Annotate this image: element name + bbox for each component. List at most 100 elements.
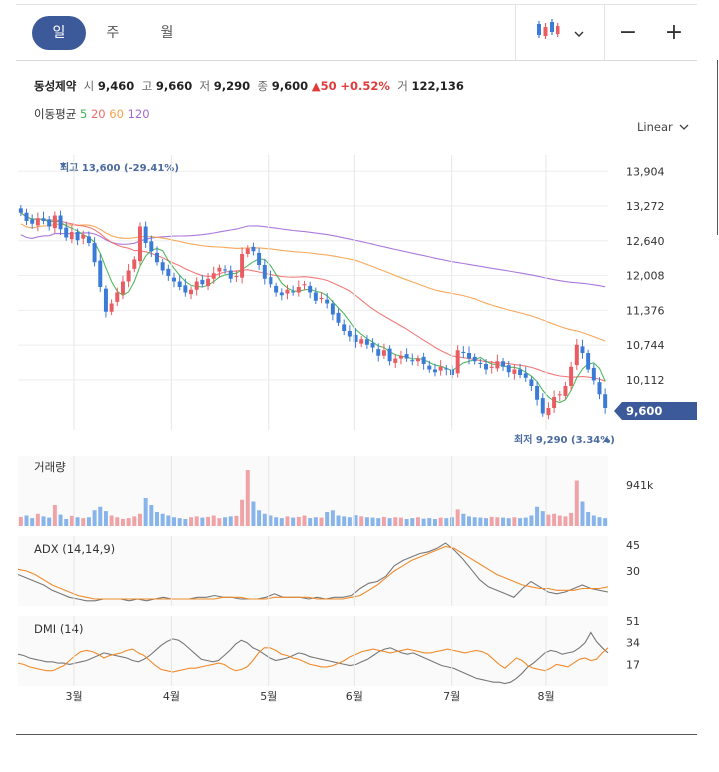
low-value: 9,290: [213, 79, 251, 93]
tab-monthly[interactable]: 월: [160, 25, 174, 41]
candle-body: [274, 285, 279, 293]
candle-body: [421, 356, 426, 364]
volume-bar: [206, 516, 211, 526]
volume-bar: [132, 516, 137, 526]
candle-body: [432, 369, 437, 373]
candle-body: [569, 366, 574, 386]
change-arrow-icon: ▲: [311, 79, 321, 93]
candle-body: [381, 350, 386, 356]
candle-body: [387, 348, 392, 362]
candle-body: [47, 219, 52, 227]
adx-tick-label: 30: [626, 565, 640, 578]
tab-weekly[interactable]: 주: [106, 25, 120, 41]
candle-body: [291, 291, 296, 293]
dmi-tick-label: 51: [626, 615, 640, 628]
volume-bar: [381, 516, 386, 526]
candle-body: [506, 365, 511, 373]
candle-body: [257, 252, 262, 265]
candle-body: [461, 351, 466, 353]
volume-bar: [274, 517, 279, 526]
volume-bar: [166, 515, 171, 526]
volume-bar: [251, 501, 256, 526]
volume-bar: [41, 516, 46, 526]
volume-bar: [518, 518, 523, 526]
volume-bar: [217, 518, 222, 526]
change-value: 50: [320, 79, 337, 93]
dmi-panel-bg: [18, 616, 608, 686]
chevron-down-icon[interactable]: [574, 23, 584, 42]
high-label: 고: [141, 79, 153, 93]
volume-bar: [189, 517, 194, 526]
candle-body: [115, 292, 120, 302]
candle-body: [52, 215, 57, 229]
price-tick-label: 13,272: [626, 200, 665, 213]
volume-bar: [126, 518, 131, 526]
volume-bar: [535, 506, 540, 526]
toolbar-divider-2: [604, 4, 605, 60]
toolbar-divider: [515, 4, 516, 60]
volume-bar: [194, 516, 199, 526]
candle-body: [98, 260, 103, 287]
ma-legend-120: 120: [127, 107, 150, 121]
adx-panel-bg: [18, 536, 608, 606]
candle-body: [211, 273, 216, 279]
tab-daily[interactable]: 일: [32, 16, 86, 50]
volume-bar: [18, 516, 23, 526]
volume-bar: [591, 515, 596, 526]
high-value: 9,660: [155, 79, 193, 93]
candle-body: [183, 285, 188, 293]
volume-bar: [75, 517, 80, 526]
zoom-out-button[interactable]: −: [618, 19, 638, 45]
candle-body: [75, 232, 80, 241]
volume-bar: [30, 518, 35, 526]
adx-tick-label: 45: [626, 539, 640, 552]
volume-bar: [546, 514, 551, 526]
candle-body: [512, 369, 517, 374]
candle-body: [597, 382, 602, 395]
close-value: 9,600: [271, 79, 309, 93]
candle-body: [143, 226, 148, 243]
candle-body: [495, 361, 500, 369]
candle-body: [262, 265, 267, 279]
candle-body: [529, 379, 534, 386]
zoom-in-button[interactable]: +: [664, 19, 684, 45]
adx-title: ADX (14,14,9): [34, 542, 115, 556]
ma-legend-label: 이동평균: [34, 107, 77, 121]
candle-body: [574, 344, 579, 366]
candle-body: [364, 339, 369, 345]
candle-body: [347, 331, 352, 337]
price-info: 동성제약 시 9,460 고 9,660 저 9,290 종 9,600 ▲50…: [34, 78, 464, 94]
candle-body: [30, 219, 35, 224]
candle-body: [376, 349, 381, 356]
candle-body: [160, 262, 165, 271]
volume-bar: [580, 501, 585, 526]
x-axis-label: 8월: [537, 690, 554, 703]
volume-bar: [336, 515, 341, 526]
volume-bar: [574, 480, 579, 526]
volume-bar: [228, 516, 233, 526]
volume-bar: [512, 517, 517, 526]
volume-bar: [489, 516, 494, 526]
volume-bar: [421, 518, 426, 526]
chart-type-selector[interactable]: [516, 4, 604, 60]
dmi-tick-label: 17: [626, 658, 640, 671]
candle-body: [69, 232, 74, 240]
volume-bar: [376, 518, 381, 526]
candle-body: [268, 277, 273, 285]
volume-bar: [410, 518, 415, 526]
candle-body: [410, 360, 415, 362]
candle-body: [398, 355, 403, 359]
dmi-line-0: [17, 631, 609, 685]
candle-body: [155, 252, 159, 263]
volume-bar: [319, 517, 324, 526]
volume-bar: [557, 515, 562, 526]
candle-body: [563, 386, 568, 396]
ma-legend-60: 60: [109, 107, 124, 121]
close-label: 종: [257, 79, 269, 93]
candle-body: [586, 353, 591, 370]
candle-body: [217, 267, 222, 272]
scale-selector[interactable]: Linear: [637, 120, 689, 134]
volume-bar: [98, 506, 103, 526]
volume-bar: [484, 518, 489, 526]
